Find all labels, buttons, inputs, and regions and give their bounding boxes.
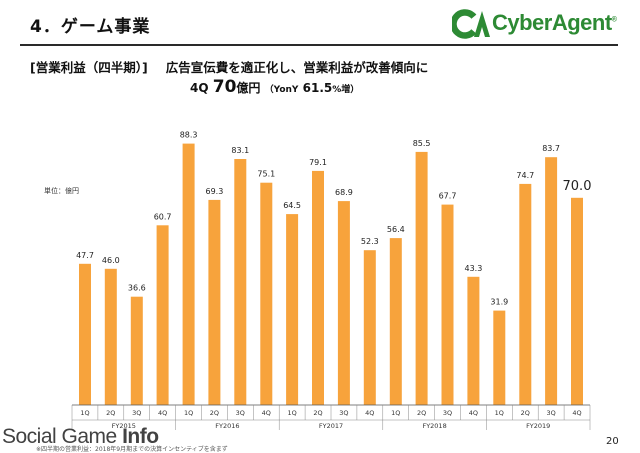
bar xyxy=(286,214,299,405)
data-label: 64.5 xyxy=(283,201,301,210)
x-tick-label: 1Q xyxy=(391,409,400,417)
subheading-value: 70 xyxy=(212,77,237,97)
subheading: 4Q 70億円 （YonY 61.5%増） xyxy=(190,77,359,97)
data-label: 88.3 xyxy=(180,131,198,140)
x-tick-label: 1Q xyxy=(495,409,504,417)
x-tick-label: 3Q xyxy=(132,409,141,417)
bar xyxy=(389,238,402,405)
x-tick-label: 4Q xyxy=(158,409,167,417)
data-label: 85.5 xyxy=(413,139,431,148)
x-tick-label: 4Q xyxy=(572,409,581,417)
bar xyxy=(415,151,428,405)
chart-heading: [営業利益（四半期）] 広告宣伝費を適正化し、営業利益が改善傾向に xyxy=(30,57,428,76)
data-label: 83.1 xyxy=(231,146,249,155)
x-tick-label: 1Q xyxy=(80,409,89,417)
logo-wordmark: CyberAgent® xyxy=(492,10,617,36)
bar xyxy=(519,183,532,405)
section-title: 4．ゲーム事業 xyxy=(30,17,151,37)
subheading-unit: 億円 xyxy=(236,81,261,95)
x-tick-label: 4Q xyxy=(469,409,478,417)
data-label: 67.7 xyxy=(439,192,457,201)
bar xyxy=(545,157,558,405)
data-label: 79.1 xyxy=(309,158,327,167)
heading-message: 広告宣伝費を適正化し、営業利益が改善傾向に xyxy=(165,60,429,75)
bar xyxy=(182,143,195,405)
x-tick-label: 3Q xyxy=(339,409,348,417)
cyberagent-logo-mark xyxy=(452,9,490,39)
x-tick-label: 2Q xyxy=(417,409,426,417)
x-tick-label: 2Q xyxy=(313,409,322,417)
data-label: 83.7 xyxy=(542,144,560,153)
subheading-quarter: 4Q xyxy=(190,81,209,95)
bar xyxy=(337,201,350,405)
x-tick-label: 1Q xyxy=(287,409,296,417)
data-label: 69.3 xyxy=(205,187,223,196)
bar xyxy=(104,268,117,405)
logo-text: CyberAgent xyxy=(492,10,612,35)
x-tick-label: 2Q xyxy=(106,409,115,417)
bar xyxy=(493,310,506,405)
data-label: 31.9 xyxy=(490,298,508,307)
bar xyxy=(156,225,169,405)
data-label: 47.7 xyxy=(76,251,94,260)
subheading-yoy-close: %増） xyxy=(332,85,360,95)
group-label: FY2015 xyxy=(112,422,136,430)
trademark-symbol: ® xyxy=(611,16,617,24)
x-tick-label: 4Q xyxy=(262,409,271,417)
bar xyxy=(467,276,480,405)
x-tick-label: 3Q xyxy=(236,409,245,417)
bar xyxy=(79,263,91,405)
group-label: FY2018 xyxy=(422,422,446,430)
data-label: 68.9 xyxy=(335,188,353,197)
heading-label: [営業利益（四半期）] xyxy=(30,60,148,75)
data-label: 60.7 xyxy=(154,212,172,221)
cyberagent-logo: CyberAgent® xyxy=(452,8,617,40)
watermark-text: Social Game xyxy=(2,425,123,448)
bar xyxy=(571,197,583,405)
bar xyxy=(441,204,454,405)
bar xyxy=(208,199,221,405)
group-label: FY2019 xyxy=(526,422,550,430)
unit-label: 単位：億円 xyxy=(44,187,79,195)
data-label: 70.0 xyxy=(563,179,592,194)
bar xyxy=(130,296,143,405)
data-label: 56.4 xyxy=(387,225,405,234)
x-tick-label: 2Q xyxy=(521,409,530,417)
page-number: 20 xyxy=(606,436,619,447)
bar xyxy=(312,170,324,405)
bar xyxy=(234,159,247,405)
data-label: 74.7 xyxy=(516,171,534,180)
data-label: 46.0 xyxy=(102,256,120,265)
data-label: 75.1 xyxy=(257,170,275,179)
watermark: Social Game Info xyxy=(2,425,159,449)
subheading-yoy-open: （YonY xyxy=(264,85,299,95)
x-tick-label: 3Q xyxy=(546,409,555,417)
bar xyxy=(260,182,273,405)
x-tick-label: 4Q xyxy=(365,409,374,417)
header-rule xyxy=(20,44,618,46)
bar xyxy=(363,250,376,405)
x-tick-label: 2Q xyxy=(210,409,219,417)
subheading-yoy-value: 61.5 xyxy=(302,81,333,95)
group-label: FY2016 xyxy=(215,422,239,430)
group-label: FY2017 xyxy=(319,422,343,430)
data-label: 43.3 xyxy=(464,264,482,273)
watermark-strong: Info xyxy=(122,425,159,448)
data-label: 52.3 xyxy=(361,237,379,246)
footnote: ※四半期の営業利益：2018年9月期までの決算インセンティブを含まず xyxy=(36,446,228,453)
x-tick-label: 1Q xyxy=(184,409,193,417)
x-tick-label: 3Q xyxy=(443,409,452,417)
data-label: 36.6 xyxy=(128,284,146,293)
